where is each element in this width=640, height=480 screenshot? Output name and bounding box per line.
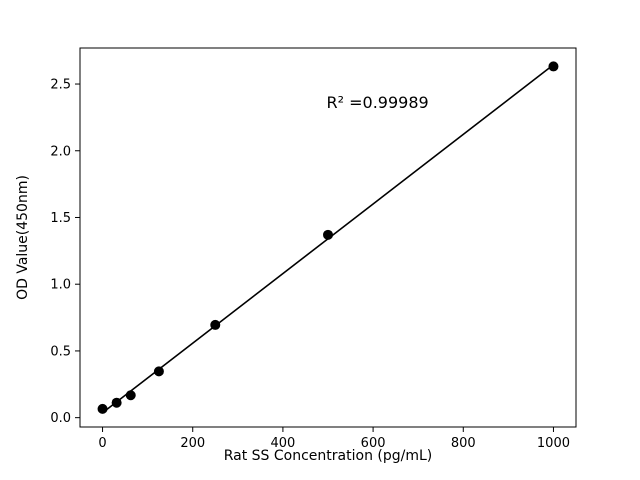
data-point [210,319,221,330]
data-point [111,397,122,408]
r-squared-annotation: R² =0.99989 [327,93,429,112]
x-tick-label: 800 [451,436,476,451]
y-tick-label: 1.5 [50,211,71,226]
data-point [125,390,136,401]
data-point [97,403,108,414]
y-tick-label: 1.0 [50,278,71,293]
y-tick-label: 2.0 [50,144,71,159]
y-tick-label: 0.0 [50,411,71,426]
y-tick-label: 2.5 [50,78,71,93]
x-tick-label: 400 [270,436,295,451]
x-tick-label: 0 [98,436,106,451]
x-tick-label: 200 [180,436,205,451]
data-point [323,229,333,240]
x-axis-label: Rat SS Concentration (pg/mL) [224,448,433,464]
data-point [153,366,164,377]
y-tick-label: 0.5 [50,344,71,359]
y-axis-label: OD Value(450nm) [15,175,31,300]
x-tick-label: 600 [361,436,386,451]
x-tick-label: 1000 [537,436,570,451]
data-point [548,61,559,72]
